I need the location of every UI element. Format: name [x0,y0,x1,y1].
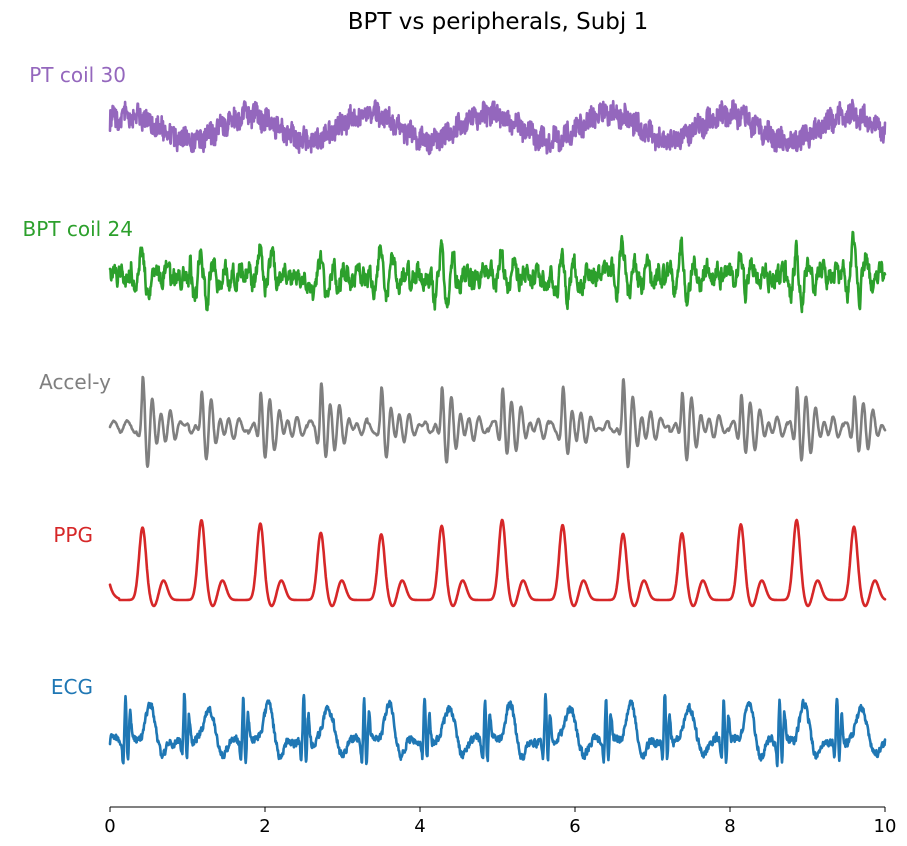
x-tick-label: 4 [414,816,425,837]
x-tick-label: 10 [874,816,897,837]
trace-labels: PT coil 30 BPT coil 24 Accel-y PPG ECG [22,63,133,699]
traces [108,98,887,768]
series-label-ecg: ECG [51,675,93,699]
series-label-pt-coil-30: PT coil 30 [29,63,126,87]
x-axis: 0 2 4 6 8 10 [104,806,897,837]
series-line-pt-coil-30 [108,98,887,156]
series-label-ppg: PPG [53,523,93,547]
series-label-bpt-coil-24: BPT coil 24 [22,217,133,241]
series-label-accel-y: Accel-y [39,370,111,394]
x-tick-label: 0 [104,816,115,837]
x-tick-label: 6 [569,816,580,837]
series-line-ppg [108,518,887,608]
series-line-bpt-coil-24 [108,230,887,314]
x-tick-label: 2 [259,816,270,837]
chart-title: BPT vs peripherals, Subj 1 [348,9,649,35]
x-tick-label: 8 [724,816,735,837]
series-line-ecg [108,692,887,768]
series-line-accel-y [108,375,887,469]
